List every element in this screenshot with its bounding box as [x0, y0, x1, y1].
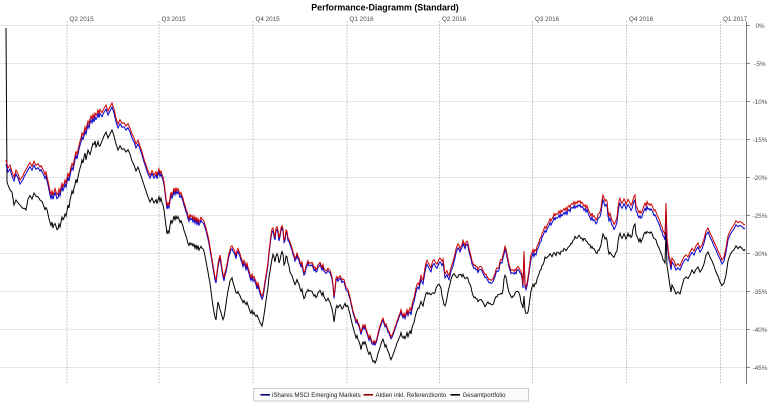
svg-text:Aktien inkl. Referenzkonto: Aktien inkl. Referenzkonto	[376, 392, 447, 399]
svg-text:Q3 2015: Q3 2015	[162, 16, 187, 23]
svg-text:-45%: -45%	[753, 365, 768, 372]
svg-text:-35%: -35%	[753, 289, 768, 296]
svg-text:Q2 2016: Q2 2016	[442, 16, 467, 23]
svg-text:-20%: -20%	[753, 175, 768, 182]
svg-text:-40%: -40%	[753, 327, 768, 334]
svg-text:Performance-Diagramm (Standard: Performance-Diagramm (Standard)	[311, 3, 459, 13]
svg-text:-5%: -5%	[754, 61, 766, 68]
svg-text:Q2 2015: Q2 2015	[70, 16, 95, 23]
svg-text:-10%: -10%	[753, 99, 768, 106]
svg-text:iShares MSCI Emerging Markets: iShares MSCI Emerging Markets	[272, 392, 361, 399]
svg-text:0%: 0%	[755, 23, 765, 30]
svg-text:Gesamtportfolio: Gesamtportfolio	[463, 392, 507, 399]
svg-text:Q4 2015: Q4 2015	[256, 16, 281, 23]
svg-text:Q1 2017: Q1 2017	[723, 16, 748, 23]
svg-text:Q4 2016: Q4 2016	[629, 16, 654, 23]
svg-text:Q1 2016: Q1 2016	[350, 16, 375, 23]
svg-text:-25%: -25%	[753, 213, 768, 220]
svg-text:-30%: -30%	[753, 251, 768, 258]
svg-text:-15%: -15%	[753, 137, 768, 144]
svg-text:Q3 2016: Q3 2016	[535, 16, 560, 23]
